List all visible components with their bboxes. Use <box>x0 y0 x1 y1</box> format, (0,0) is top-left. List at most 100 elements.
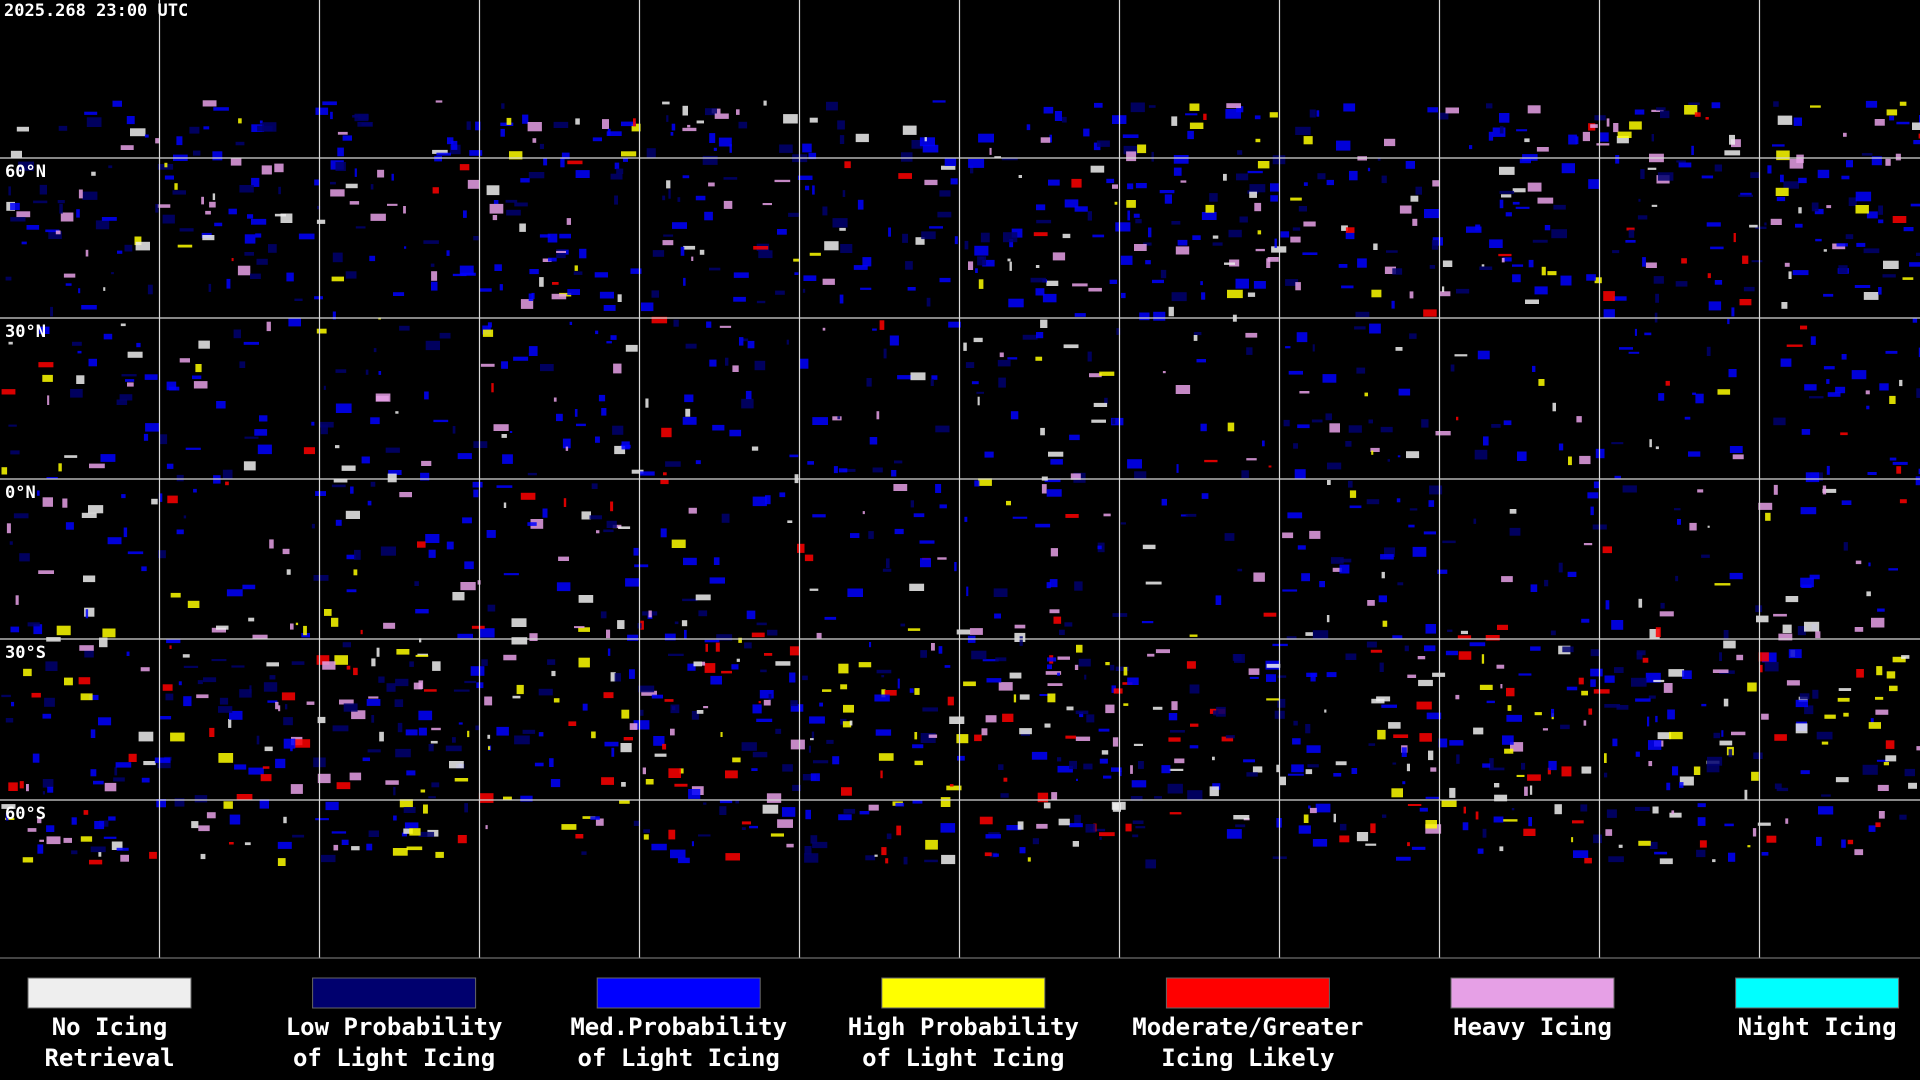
icing-pixel-cluster <box>1590 679 1596 687</box>
icing-pixel-cluster <box>90 846 106 853</box>
icing-pixel-cluster <box>1505 212 1512 217</box>
icing-pixel-cluster <box>822 278 835 285</box>
icing-pixel-cluster <box>1345 232 1355 240</box>
icing-pixel-cluster <box>576 423 586 427</box>
icing-pixel-cluster <box>1439 291 1451 297</box>
icing-pixel-cluster <box>1635 698 1651 702</box>
icing-pixel-cluster <box>527 522 537 526</box>
icing-pixel-cluster <box>1312 839 1328 847</box>
icing-pixel-cluster <box>203 126 210 130</box>
icing-pixel-cluster <box>362 757 370 762</box>
icing-pixel-cluster <box>432 149 448 154</box>
icing-pixel-cluster <box>1503 420 1512 426</box>
icing-pixel-cluster <box>1854 285 1871 288</box>
icing-pixel-cluster <box>1731 139 1741 148</box>
icing-pixel-cluster <box>1899 379 1903 387</box>
icing-pixel-cluster <box>984 451 994 458</box>
icing-pixel-cluster <box>1148 105 1156 108</box>
icing-pixel-cluster <box>193 488 197 493</box>
icing-pixel-cluster <box>1200 423 1207 432</box>
icing-pixel-cluster <box>1455 694 1460 700</box>
icing-pixel-cluster <box>1812 689 1819 699</box>
icing-pixel-cluster <box>749 825 758 829</box>
icing-pixel-cluster <box>1329 423 1340 433</box>
icing-pixel-cluster <box>1611 442 1624 445</box>
icing-pixel-cluster <box>269 675 276 680</box>
icing-pixel-cluster <box>1551 229 1567 239</box>
icing-pixel-cluster <box>1590 668 1603 677</box>
icing-pixel-cluster <box>1581 690 1588 696</box>
icing-pixel-cluster <box>378 371 382 375</box>
icing-pixel-cluster <box>235 141 245 146</box>
icing-pixel-cluster <box>1364 392 1368 397</box>
icing-pixel-cluster <box>1719 740 1733 746</box>
legend-label: Retrieval <box>44 1044 174 1072</box>
icing-pixel-cluster <box>1636 652 1643 660</box>
icing-pixel-cluster <box>1701 554 1710 558</box>
icing-pixel-cluster <box>114 767 118 776</box>
icing-pixel-cluster <box>1423 309 1437 317</box>
icing-pixel-cluster <box>1835 777 1849 783</box>
icing-pixel-cluster <box>1306 672 1318 677</box>
icing-pixel-cluster <box>530 519 544 529</box>
icing-pixel-cluster <box>1798 177 1807 184</box>
icing-pixel-cluster <box>1356 832 1369 842</box>
icing-pixel-cluster <box>539 234 551 238</box>
icing-pixel-cluster <box>1263 612 1277 617</box>
icing-pixel-cluster <box>614 162 620 170</box>
icing-pixel-cluster <box>447 137 454 145</box>
icing-pixel-cluster <box>1895 153 1901 161</box>
icing-pixel-cluster <box>491 383 494 393</box>
icing-pixel-cluster <box>1 467 8 475</box>
icing-pixel-cluster <box>1235 824 1246 828</box>
icing-pixel-cluster <box>868 531 874 539</box>
icing-pixel-cluster <box>1212 756 1215 761</box>
icing-pixel-cluster <box>1501 194 1512 198</box>
icing-pixel-cluster <box>1009 672 1022 679</box>
icing-pixel-cluster <box>1336 140 1351 151</box>
icing-pixel-cluster <box>522 729 536 734</box>
icing-pixel-cluster <box>126 651 130 656</box>
icing-pixel-cluster <box>341 839 349 845</box>
icing-pixel-cluster <box>1503 819 1518 822</box>
icing-pixel-cluster <box>1398 388 1411 396</box>
icing-pixel-cluster <box>685 343 697 349</box>
icing-pixel-cluster <box>1657 732 1672 740</box>
icing-pixel-cluster <box>123 527 128 538</box>
icing-pixel-cluster <box>342 135 352 141</box>
icing-pixel-cluster <box>844 161 851 169</box>
icing-pixel-cluster <box>819 702 823 707</box>
icing-pixel-cluster <box>418 831 435 837</box>
icing-pixel-cluster <box>1899 499 1907 504</box>
icing-pixel-cluster <box>428 796 436 799</box>
icing-pixel-cluster <box>259 415 268 422</box>
icing-pixel-cluster <box>774 179 791 183</box>
icing-pixel-cluster <box>1354 326 1366 330</box>
icing-pixel-cluster <box>201 196 204 205</box>
icing-pixel-cluster <box>786 843 794 848</box>
icing-pixel-cluster <box>930 379 934 386</box>
icing-pixel-cluster <box>1366 641 1377 648</box>
icing-pixel-cluster <box>751 768 758 771</box>
icing-pixel-cluster <box>166 463 174 469</box>
icing-pixel-cluster <box>1003 777 1008 782</box>
icing-pixel-cluster <box>1532 239 1548 243</box>
icing-pixel-cluster <box>464 680 476 684</box>
icing-pixel-cluster <box>428 744 434 752</box>
icing-pixel-cluster <box>812 841 828 849</box>
icing-pixel-cluster <box>1133 743 1143 746</box>
icing-pixel-cluster <box>1027 857 1031 862</box>
icing-pixel-cluster <box>260 774 272 782</box>
icing-pixel-cluster <box>670 849 686 859</box>
icing-pixel-cluster <box>1599 132 1609 142</box>
icing-pixel-cluster <box>1069 823 1083 828</box>
icing-pixel-cluster <box>32 753 40 763</box>
icing-pixel-cluster <box>1815 238 1822 242</box>
icing-pixel-cluster <box>1404 645 1409 652</box>
icing-pixel-cluster <box>209 201 216 208</box>
icing-pixel-cluster <box>511 618 527 627</box>
icing-pixel-cluster <box>1408 524 1415 528</box>
icing-pixel-cluster <box>681 620 688 627</box>
icing-pixel-cluster <box>1094 102 1103 108</box>
icing-pixel-cluster <box>1542 728 1548 731</box>
